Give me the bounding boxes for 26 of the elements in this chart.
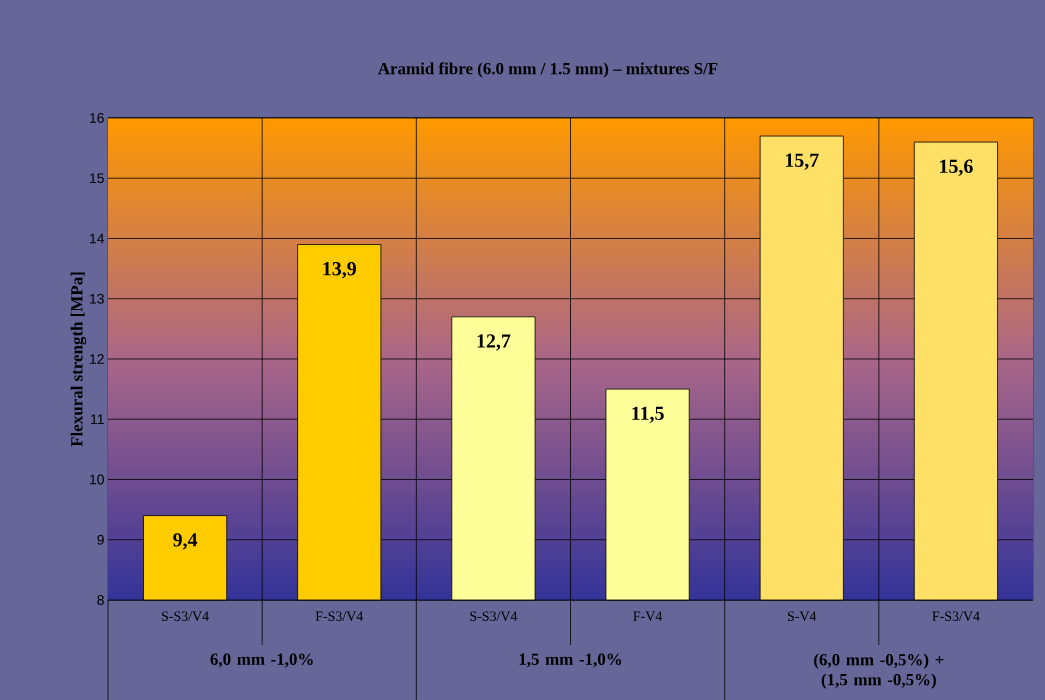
y-tick-label: 15 xyxy=(90,173,104,183)
text: (6,0 mm -0,5%) + (1,5 mm -0,5%) xyxy=(814,653,944,689)
y-tick-label: 12 xyxy=(90,353,104,364)
x-tick-label: F-S3/V4 xyxy=(315,611,364,621)
chart-title: Aramid fibre (6.0 mm / 1.5 mm) – mixtures S/F xyxy=(377,62,718,78)
text: 1,5 mm -1,0% xyxy=(519,653,622,668)
x-tick-label: S-V4 xyxy=(787,611,817,621)
y-tick-label: 11 xyxy=(91,414,104,424)
data-label: 9,4 xyxy=(173,532,198,550)
data-label: 15,7 xyxy=(785,153,819,170)
y-tick-label: 14 xyxy=(90,233,105,244)
y-tick-label: 16 xyxy=(90,112,104,123)
x-tick-label: F-V4 xyxy=(633,611,663,621)
y-tick-label: 8 xyxy=(97,594,104,605)
data-label: 13,9 xyxy=(323,261,356,279)
y-axis-title: Flexural strength [MPa] xyxy=(70,272,87,447)
y-tick-label: 9 xyxy=(97,534,104,545)
data-label: 12,7 xyxy=(477,334,511,351)
data-label: 15,6 xyxy=(940,159,973,176)
x-tick-label: F-S3/V4 xyxy=(932,611,980,621)
y-tick-label: 10 xyxy=(90,474,104,485)
text: 6,0 mm -1,0% xyxy=(210,653,313,668)
x-tick-label: S-S3/V4 xyxy=(470,611,518,621)
data-label: 11,5 xyxy=(632,406,664,423)
x-tick-label: S-S3/V4 xyxy=(162,611,209,621)
y-tick-label: 13 xyxy=(90,293,104,304)
